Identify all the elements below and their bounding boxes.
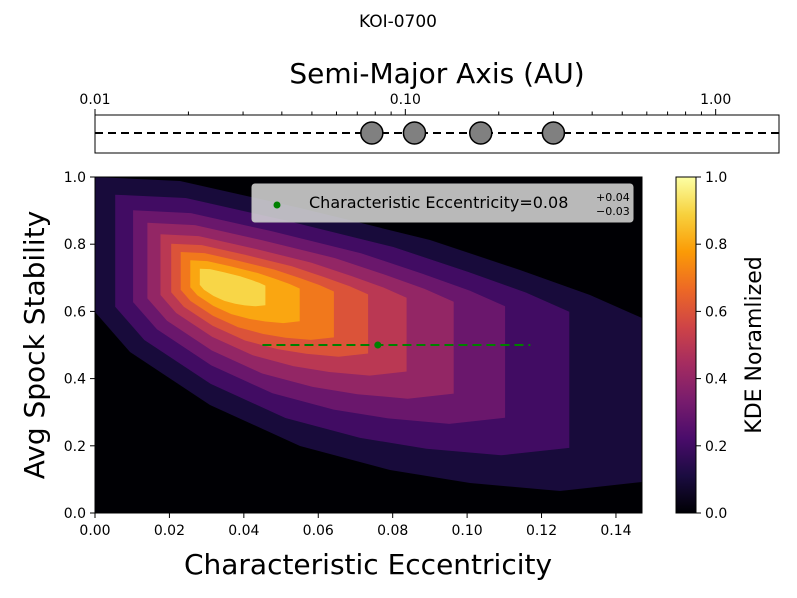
kde-x-tick-label: 0.14: [600, 523, 631, 539]
orbit-tick-label: 0.10: [390, 92, 421, 108]
orbit-strip-frame: [94, 114, 780, 154]
planet-marker: [360, 121, 384, 145]
orbit-tick-label: 0.01: [79, 92, 110, 108]
kde-x-tick-label: 0.06: [303, 523, 334, 539]
kde-y-tick-label: 0.0: [64, 506, 86, 522]
colorbar-tick-label: 1.0: [705, 170, 727, 186]
kde-y-tick-label: 0.8: [64, 237, 86, 253]
kde-y-tick-label: 0.2: [64, 439, 86, 455]
kde-x-ticks: 0.00 0.02 0.04 0.06 0.08 0.10 0.12 0.14: [79, 513, 632, 539]
colorbar-tick-label: 0.0: [705, 506, 727, 522]
kde-x-tick-label: 0.04: [228, 523, 259, 539]
kde-x-tick-label: 0.02: [154, 523, 185, 539]
kde-x-tick-label: 0.10: [452, 523, 483, 539]
estimate-point: [374, 341, 382, 349]
orbit-strip-panel: Semi-Major Axis (AU) 0.01 0.10 1.00: [79, 57, 780, 154]
planet-marker: [402, 121, 427, 145]
colorbar-tick-label: 0.8: [705, 237, 727, 253]
eccentricity-estimate: [262, 341, 531, 349]
kde-xlabel: Characteristic Eccentricity: [184, 548, 552, 581]
kde-panel: 0.00 0.02 0.04 0.06 0.08 0.10 0.12 0.14 0.00.20…: [18, 170, 643, 581]
figure-title: KOI-0700: [359, 12, 437, 32]
colorbar-tick-label: 0.6: [705, 304, 727, 320]
orbit-tick-label: 1.00: [700, 92, 731, 108]
colorbar-ticks: 0.0 0.2 0.4 0.6 0.8 1.0: [696, 170, 727, 522]
planet-markers: [360, 121, 566, 145]
legend-sup: +0.04: [596, 191, 630, 204]
planet-marker: [468, 121, 493, 145]
kde-ylabel: Avg Spock Stability: [18, 211, 51, 480]
planet-marker: [541, 121, 566, 145]
kde-frame: [94, 176, 643, 514]
legend: Characteristic Eccentricity=0.08 +0.04 −…: [251, 183, 634, 223]
kde-contour: [199, 268, 266, 307]
kde-y-tick-label: 0.4: [64, 372, 86, 388]
colorbar-label: KDE Noramlized: [742, 256, 767, 433]
colorbar-fill: [675, 176, 697, 514]
orbit-strip-ticks: 0.01 0.10 1.00: [79, 92, 731, 115]
orbit-strip-xlabel: Semi-Major Axis (AU): [289, 57, 584, 90]
kde-x-tick-label: 0.00: [79, 523, 110, 539]
colorbar: 0.0 0.2 0.4 0.6 0.8 1.0 KDE Noramlized: [675, 170, 767, 522]
kde-y-tick-label: 1.0: [64, 170, 86, 186]
kde-y-tick-label: 0.6: [64, 304, 86, 320]
kde-x-tick-label: 0.12: [526, 523, 557, 539]
kde-y-ticks: 0.0 0.2 0.4 0.6 0.8 1.0: [64, 170, 95, 522]
colorbar-tick-label: 0.2: [705, 439, 727, 455]
colorbar-tick-label: 0.4: [705, 372, 727, 388]
legend-marker: [273, 201, 281, 209]
legend-box: [251, 183, 634, 223]
kde-x-tick-label: 0.08: [377, 523, 408, 539]
legend-sub: −0.03: [596, 205, 630, 218]
legend-label: Characteristic Eccentricity=0.08: [309, 193, 568, 212]
kde-contours: [95, 177, 642, 491]
